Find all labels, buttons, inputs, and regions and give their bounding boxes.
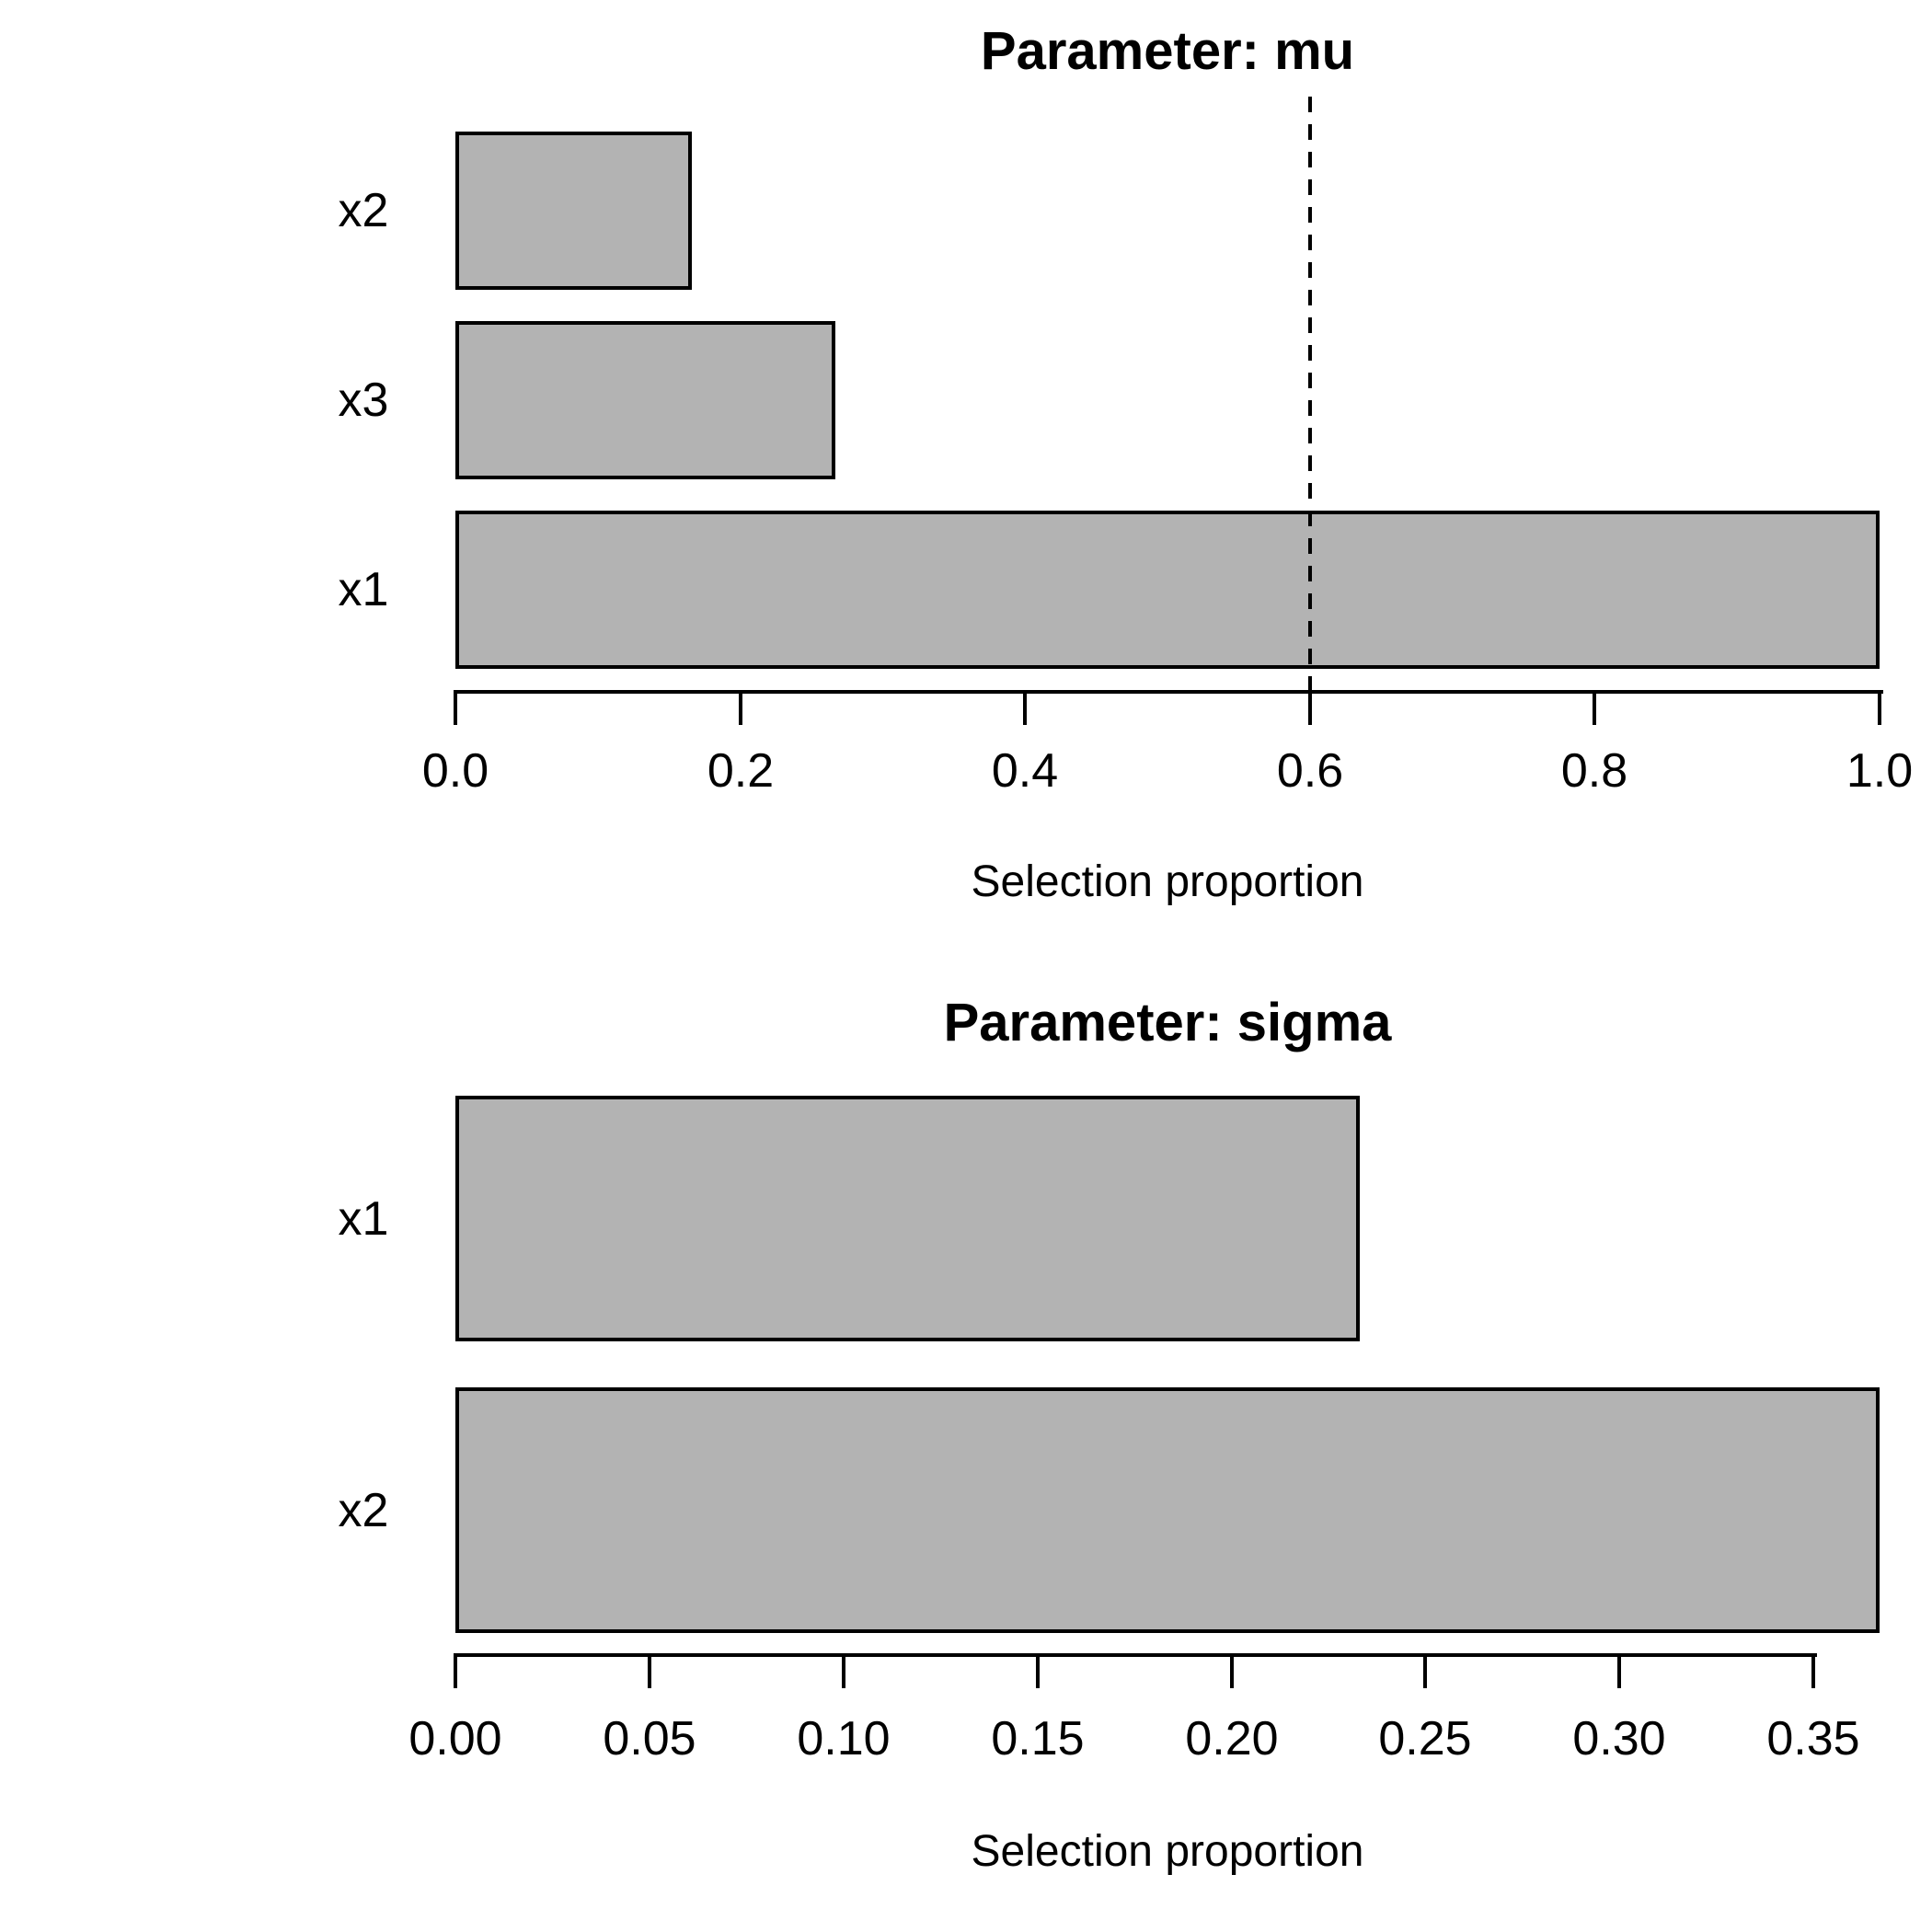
axis-tick-label: 0.35 [1766,1712,1860,1765]
axis-tick-label: 0.20 [1185,1712,1279,1765]
category-label-x1: x1 [338,563,389,616]
bar-x2 [455,1387,1880,1633]
category-label-x3: x3 [338,374,389,427]
x-axis-label-sigma: Selection proportion [971,1827,1364,1876]
category-label-x2: x2 [338,184,389,237]
axis-tick-label: 0.6 [1276,744,1344,798]
category-label-x1: x1 [338,1192,389,1246]
axis-tick-label: 1.0 [1846,744,1914,798]
axis-tick [454,1653,457,1688]
axis-tick-label: 0.00 [408,1712,502,1765]
category-label-x2: x2 [338,1484,389,1537]
bar-x1 [455,511,1880,669]
axis-tick [1036,1653,1040,1688]
axis-tick [648,1653,651,1688]
bar-x2 [455,132,692,290]
axis-tick [1878,690,1881,725]
x-axis-line [455,690,1883,694]
axis-tick-label: 0.2 [707,744,775,798]
bar-x1 [455,1096,1360,1341]
axis-tick-label: 0.15 [991,1712,1085,1765]
axis-tick [1230,1653,1234,1688]
axis-tick [1617,1653,1621,1688]
axis-tick-label: 0.30 [1572,1712,1666,1765]
axis-tick-label: 0.05 [603,1712,696,1765]
bar-x3 [455,321,835,479]
threshold-line [1308,97,1312,690]
axis-tick [1593,690,1596,725]
chart-title-mu: Parameter: mu [980,21,1355,81]
x-axis-line [455,1653,1817,1657]
axis-tick-label: 0.10 [797,1712,891,1765]
axis-tick-label: 0.0 [421,744,489,798]
axis-tick-label: 0.25 [1378,1712,1472,1765]
axis-tick-label: 0.8 [1560,744,1628,798]
axis-tick [454,690,457,725]
axis-tick-label: 0.4 [991,744,1059,798]
axis-tick [1811,1653,1815,1688]
chart-title-sigma: Parameter: sigma [943,993,1392,1052]
axis-tick [1423,1653,1427,1688]
axis-tick [842,1653,845,1688]
axis-tick [739,690,742,725]
axis-tick [1308,690,1312,725]
x-axis-label-mu: Selection proportion [971,857,1364,906]
axis-tick [1023,690,1027,725]
